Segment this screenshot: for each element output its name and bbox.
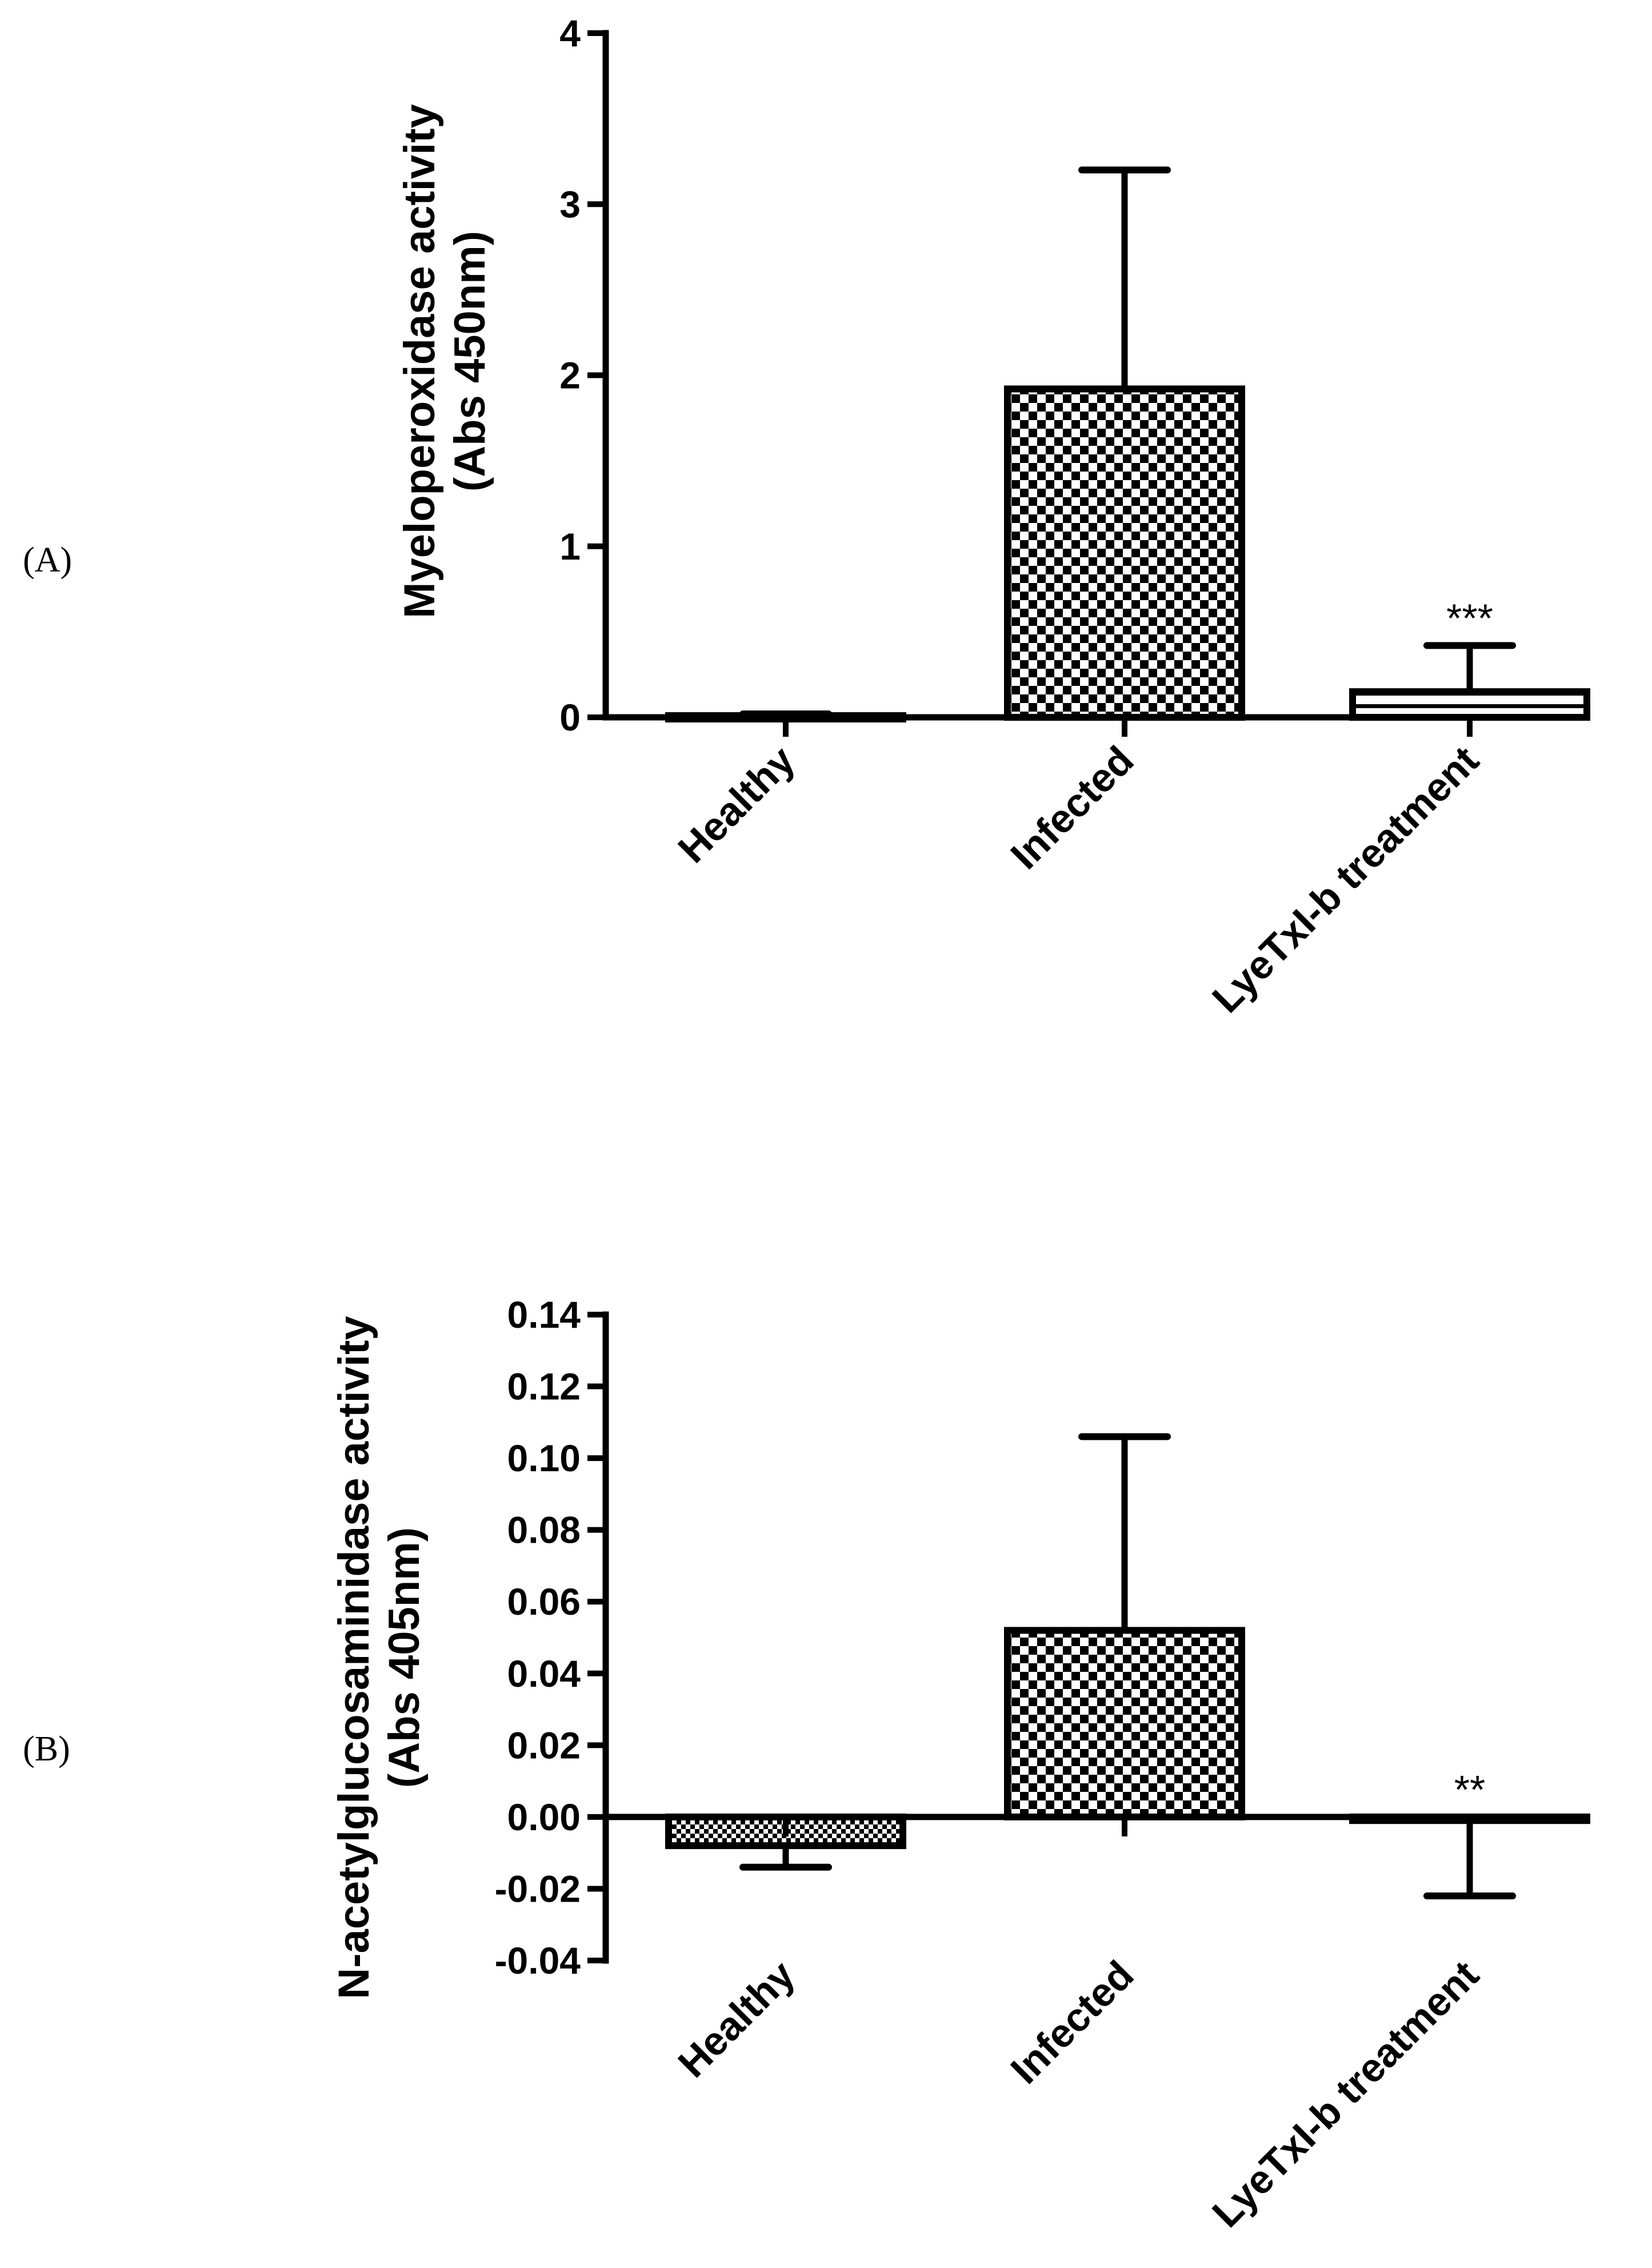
y-axis-title-line-2: (Abs 450nm) <box>446 231 494 492</box>
axes <box>602 30 1589 737</box>
y-tick-label: 0.10 <box>507 1437 581 1479</box>
category-label: Infected <box>1002 1952 1142 2092</box>
chart-panel-b: (B) N-acetylglucosaminidase activity (Ab… <box>23 1293 1590 2236</box>
y-tick-label: 2 <box>559 354 581 397</box>
bar <box>1004 1627 1245 1820</box>
y-tick-label: 0 <box>559 696 581 738</box>
y-axis-ticks: -0.04 -0.02 0.00 0.02 0.04 0.06 0.08 0.10 0.12 0.… <box>495 1293 606 1982</box>
y-tick-label: 3 <box>559 183 581 225</box>
bar <box>1004 385 1245 721</box>
panel-label: (A) <box>23 541 72 580</box>
category-label: LyeTxI-b treatment <box>1203 737 1487 1021</box>
category-label: Healthy <box>670 1952 803 2086</box>
significance-markers: *** <box>1446 596 1493 640</box>
panel-label: (B) <box>23 1730 70 1768</box>
y-axis-title-line-1: N-acetylglucosaminidase activity <box>330 1316 378 1999</box>
category-label: Infected <box>1002 737 1142 877</box>
y-axis-title: Myeloperoxidase activity (Abs 450nm) <box>395 104 494 618</box>
y-axis-ticks: 0 1 2 3 4 <box>559 12 606 738</box>
y-tick-label: 0.02 <box>507 1724 581 1766</box>
y-axis-title: N-acetylglucosaminidase activity (Abs 40… <box>330 1316 429 1999</box>
significance-marker: *** <box>1446 596 1493 640</box>
category-labels: Healthy Infected LyeTxI-b treatment <box>670 737 1487 1021</box>
y-tick-label: 0.04 <box>507 1652 581 1695</box>
y-axis-title-line-1: Myeloperoxidase activity <box>395 104 444 618</box>
error-bars <box>739 166 1516 718</box>
y-tick-label: 0.08 <box>507 1509 581 1551</box>
y-tick-label: 0.06 <box>507 1580 581 1623</box>
y-tick-label: 0.14 <box>507 1293 581 1336</box>
y-tick-label: 0.00 <box>507 1796 581 1838</box>
y-axis-title-line-2: (Abs 405nm) <box>380 1527 429 1788</box>
y-tick-label: -0.04 <box>495 1939 581 1982</box>
category-label: Healthy <box>670 737 803 871</box>
y-tick-label: 0.12 <box>507 1365 581 1408</box>
axes <box>602 1311 1589 1964</box>
significance-markers: ** <box>1454 1767 1485 1812</box>
bars <box>665 1627 1590 1850</box>
category-labels: Healthy Infected LyeTxI-b treatment <box>670 1952 1487 2235</box>
significance-marker: ** <box>1454 1767 1485 1812</box>
category-label: LyeTxI-b treatment <box>1203 1952 1487 2235</box>
y-tick-label: 4 <box>559 12 581 54</box>
bar <box>1349 688 1590 721</box>
chart-panel-a: (A) Myeloperoxidase activity (Abs 450nm)… <box>23 12 1590 1021</box>
y-tick-label: 1 <box>559 525 581 568</box>
bars <box>665 385 1590 722</box>
y-tick-label: -0.02 <box>495 1867 581 1910</box>
